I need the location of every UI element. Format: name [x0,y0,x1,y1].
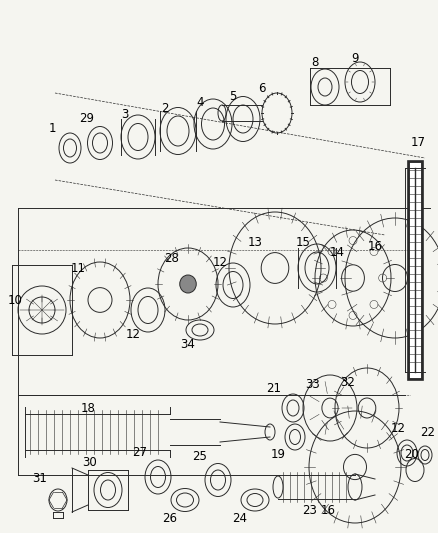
Text: 27: 27 [133,447,148,459]
Text: 17: 17 [410,136,425,149]
Text: 31: 31 [32,472,47,484]
Text: 23: 23 [303,504,318,516]
Text: 28: 28 [165,252,180,264]
Text: 8: 8 [311,56,319,69]
Text: 19: 19 [271,448,286,462]
Text: 18: 18 [81,401,95,415]
Text: 5: 5 [230,91,237,103]
Text: 16: 16 [367,240,382,254]
Text: 25: 25 [193,449,208,463]
Text: 1: 1 [48,122,56,134]
Ellipse shape [180,275,196,293]
Text: 2: 2 [161,101,169,115]
Text: 20: 20 [405,448,420,462]
Text: 14: 14 [329,246,345,259]
Text: 6: 6 [258,82,266,94]
Text: 4: 4 [196,95,204,109]
Text: 10: 10 [7,294,22,306]
Text: 12: 12 [391,422,406,434]
Text: 34: 34 [180,338,195,351]
Text: 12: 12 [126,328,141,342]
Text: 12: 12 [212,256,227,270]
Text: 33: 33 [306,378,320,392]
Text: 22: 22 [420,425,435,439]
Text: 9: 9 [351,52,359,64]
Text: 32: 32 [341,376,356,389]
Text: 29: 29 [80,111,95,125]
Text: 30: 30 [83,456,97,470]
Text: 16: 16 [321,504,336,516]
Text: 24: 24 [233,512,247,524]
Text: 13: 13 [247,236,262,248]
Text: 21: 21 [266,382,282,394]
Text: 15: 15 [296,236,311,248]
Text: 11: 11 [71,262,85,274]
Text: 26: 26 [162,512,177,524]
Text: 3: 3 [121,109,129,122]
